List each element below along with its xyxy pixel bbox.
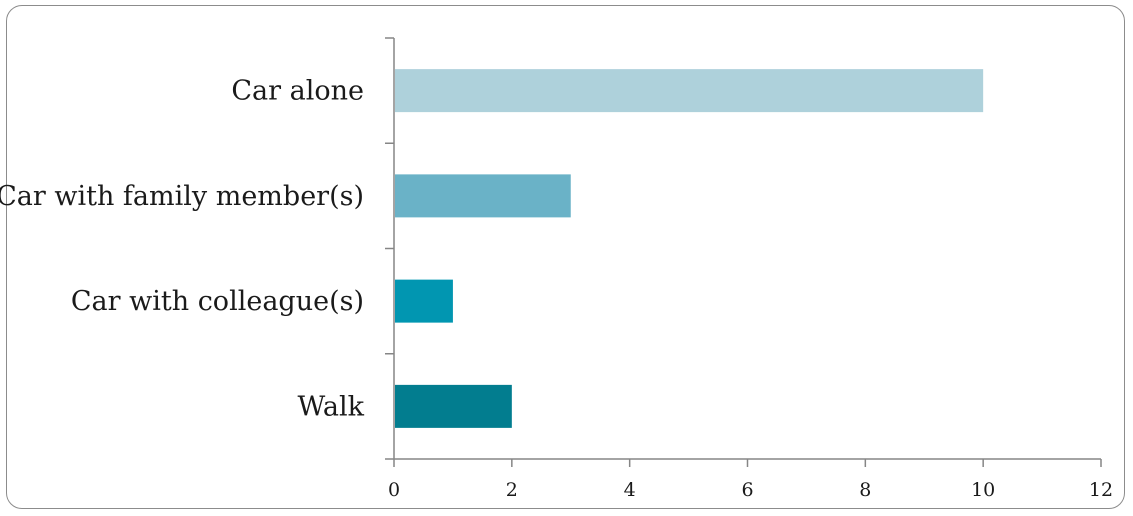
x-tick-label: 4 [624,479,636,501]
axes [385,37,1102,467]
x-tick-label: 8 [859,479,871,501]
bar-walk [395,384,512,428]
x-tick-label: 6 [741,479,753,501]
category-label: Car with family member(s) [0,181,364,212]
bar-car-with-family-member-s [395,174,571,218]
category-label: Walk [298,391,365,422]
bar-car-alone [395,69,984,113]
tick-labels: 0 2 4 6 8 10 12 [388,479,1113,501]
bars [395,69,984,428]
category-label: Car with colleague(s) [71,286,364,317]
category-label: Car alone [231,76,364,107]
x-tick-label: 0 [388,479,400,501]
x-tick-label: 12 [1089,479,1113,501]
bar-car-with-colleague-s [395,279,453,323]
category-labels: Car alone Car with family member(s) Car wi… [0,76,365,423]
x-tick-label: 10 [971,479,995,501]
x-tick-label: 2 [506,479,518,501]
